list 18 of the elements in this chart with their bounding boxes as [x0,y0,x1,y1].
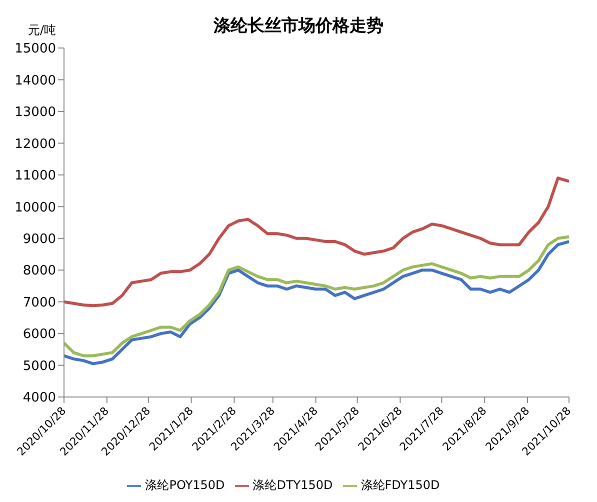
y-tick-label: 11000 [14,168,56,184]
y-tick-label: 6000 [22,327,56,342]
y-tick-label: 10000 [14,200,56,216]
y-tick-label: 12000 [14,136,56,152]
y-tick-label: 4000 [22,390,56,406]
chart-title: 涤纶长丝市场价格走势 [214,16,384,36]
y-tick-label: 7000 [22,295,56,310]
y-tick-label: 9000 [22,232,56,247]
legend-label: 涤纶FDY150D [360,478,440,492]
y-tick-label: 14000 [14,73,56,88]
y-tick-label: 13000 [14,105,56,120]
legend-label: 涤纶POY150D [145,478,225,492]
y-axis-title: 元/吨 [28,22,56,39]
line-series [64,176,569,308]
legend-label: 涤纶DTY150D [252,478,333,492]
y-tick-label: 8000 [22,264,56,279]
y-tick-label: 5000 [22,358,56,374]
y-tick-label: 15000 [14,42,56,57]
